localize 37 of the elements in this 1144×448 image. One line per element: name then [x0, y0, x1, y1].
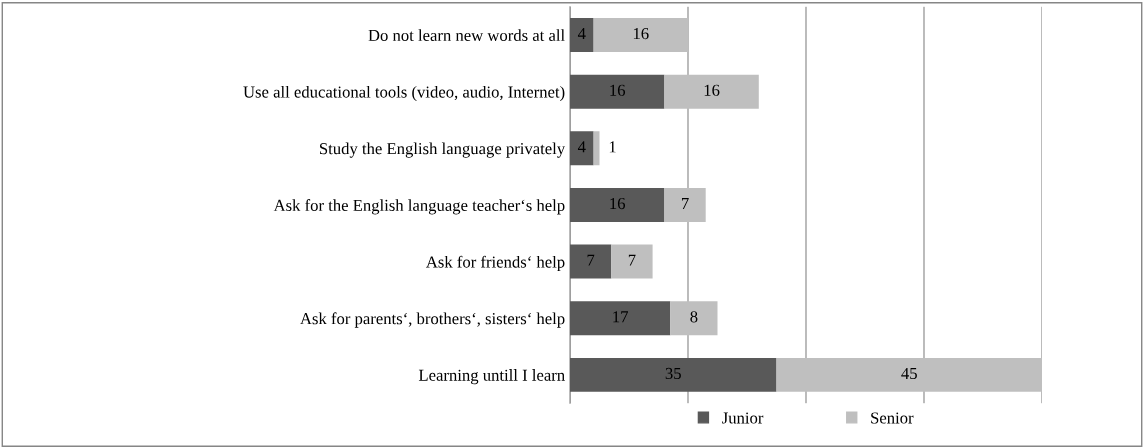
bar [611, 244, 653, 279]
bar [593, 18, 688, 53]
bar [570, 74, 665, 109]
bar [593, 131, 600, 166]
data-label: 1 [609, 141, 616, 153]
data-label: 7 [628, 254, 636, 266]
bar [670, 301, 718, 336]
bar [570, 187, 665, 222]
data-label: 16 [704, 84, 720, 96]
y-tick-label: Do not learn new words at all [368, 29, 565, 41]
y-tick-label: Ask for parents‘, brothers‘, sisters‘ help [300, 312, 565, 328]
bar [570, 244, 612, 279]
data-label: 16 [610, 197, 626, 210]
data-label: 35 [665, 367, 681, 380]
y-tick-label: Ask for the English language teacher‘s help [273, 199, 565, 215]
y-tick-label: Learning untill I learn [418, 369, 565, 385]
data-label: 16 [633, 28, 649, 40]
data-label: 7 [681, 198, 689, 209]
bar [776, 357, 1042, 392]
y-tick-label: Study the English language privately [320, 142, 566, 158]
bar [570, 131, 594, 166]
data-label: 7 [587, 254, 595, 266]
bar [570, 301, 671, 336]
bar [570, 18, 594, 53]
data-label: 16 [610, 84, 626, 96]
data-label: 4 [577, 28, 586, 40]
data-label: 8 [690, 311, 698, 323]
bar [664, 74, 759, 109]
y-tick-label: Use all educational tools (video, audio, Internet) [243, 85, 565, 102]
bar [664, 187, 706, 222]
y-tick-label: Ask for friends‘ help [425, 255, 565, 272]
bar [570, 357, 777, 392]
data-label: 45 [901, 367, 917, 380]
data-label: 4 [577, 141, 586, 153]
legend-label: Junior [722, 412, 764, 424]
legend-label: Senior [871, 412, 914, 424]
data-label: 17 [613, 311, 628, 323]
